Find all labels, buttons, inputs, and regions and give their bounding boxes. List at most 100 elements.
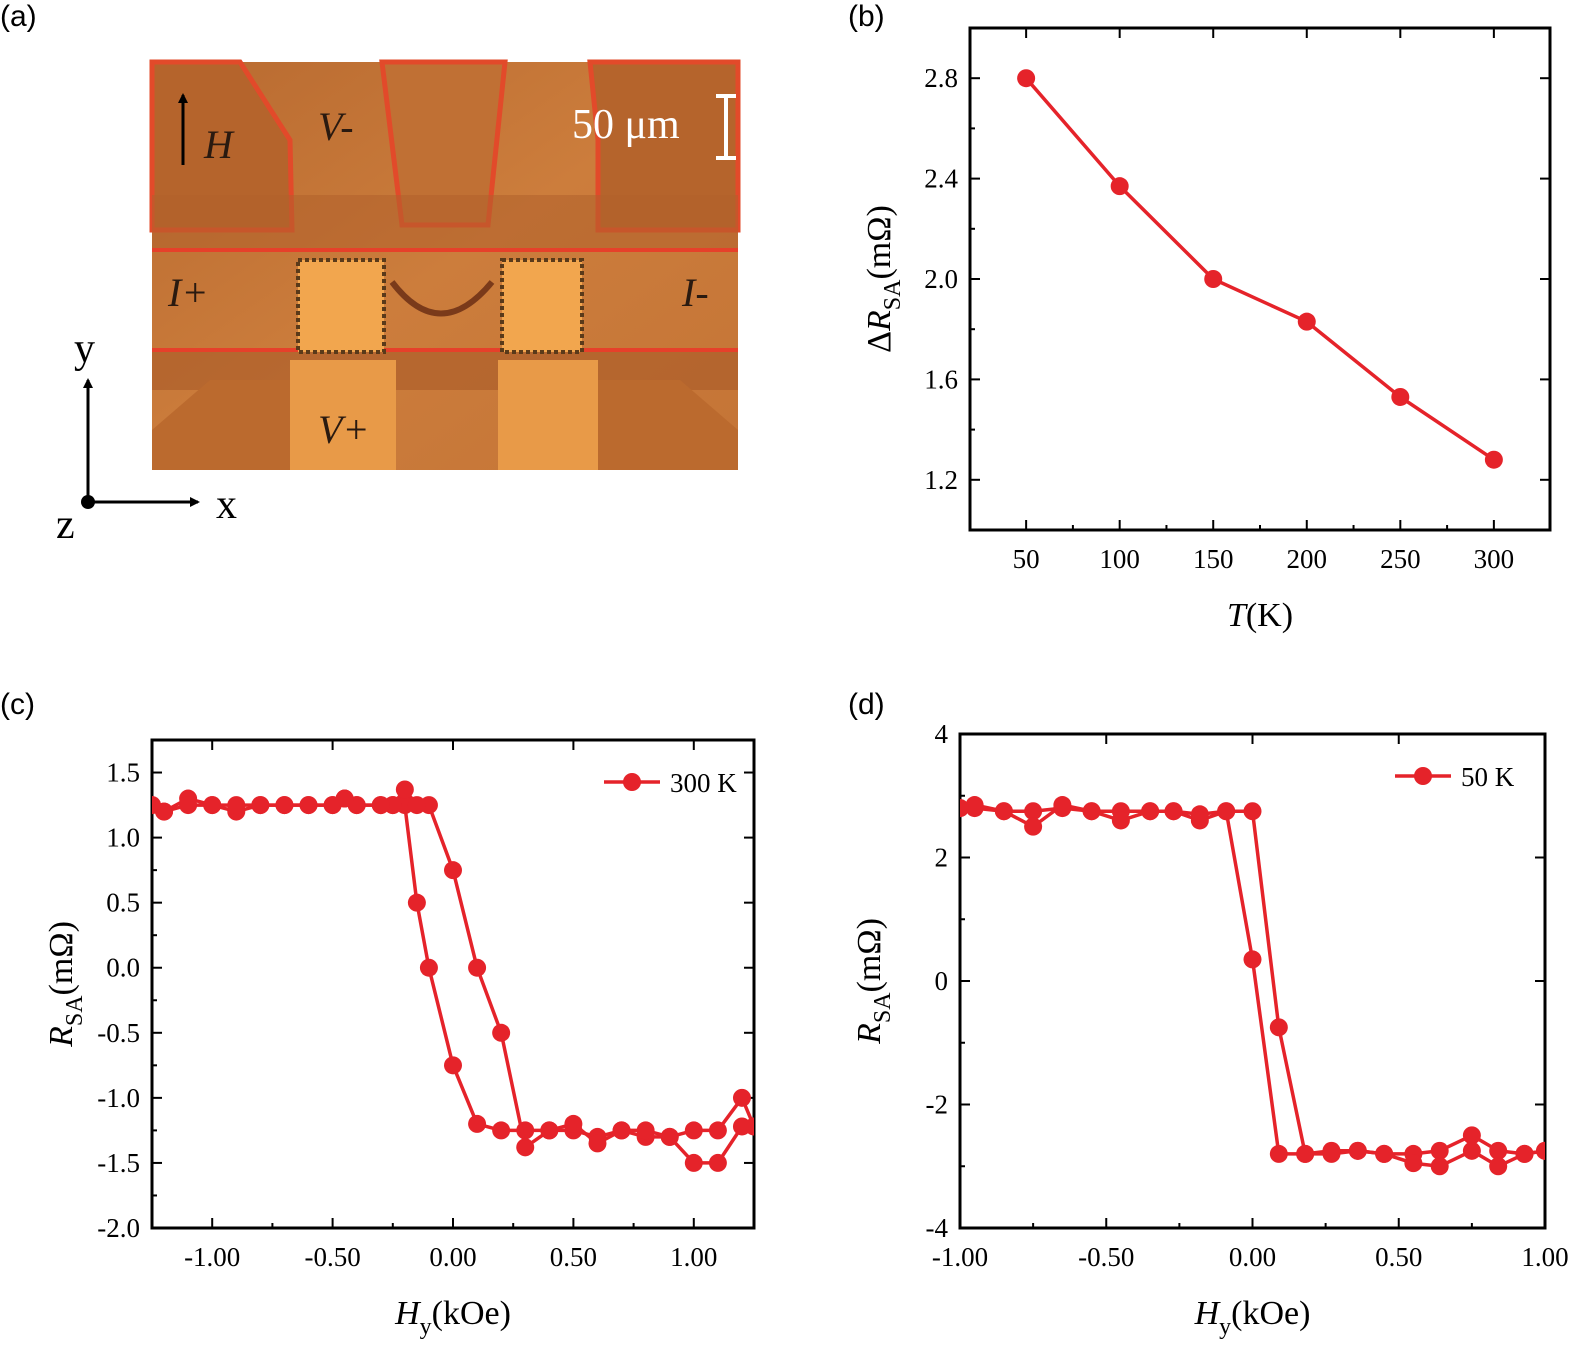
y-axis-label: RSA(mΩ) <box>43 921 88 1048</box>
i-minus-label: I- <box>681 270 709 315</box>
y-axis-label-unit: (mΩ) <box>43 921 80 995</box>
data-point <box>492 1023 511 1042</box>
data-point <box>1269 1144 1288 1163</box>
data-point <box>960 799 969 818</box>
x-axis-label-unit: (kOe) <box>432 1295 511 1332</box>
y-tick-label: 1.6 <box>924 364 958 394</box>
panel-d-label: (d) <box>848 688 885 721</box>
y-axis-label: ΔRSA(mΩ) <box>861 205 906 353</box>
data-point <box>152 796 161 815</box>
y-axis-label-symbol: R <box>43 1026 80 1048</box>
data-point <box>965 796 984 815</box>
data-point <box>540 1121 559 1140</box>
y-tick-label: -0.5 <box>97 1018 140 1048</box>
legend: 50 K <box>1395 762 1515 792</box>
data-point <box>1348 1141 1367 1160</box>
data-point <box>1536 1141 1545 1160</box>
data-point <box>468 1114 487 1133</box>
data-point <box>1489 1141 1508 1160</box>
y-tick-label: -2 <box>926 1090 949 1120</box>
data-point <box>660 1127 679 1146</box>
data-point <box>395 780 414 799</box>
plot-area <box>1017 69 1503 469</box>
y-tick-label: -1.5 <box>97 1148 140 1178</box>
x-tick-label: 150 <box>1193 544 1234 574</box>
x-axis-label: Hy(kOe) <box>1194 1295 1311 1340</box>
data-point <box>492 1121 511 1140</box>
data-point <box>1243 950 1262 969</box>
y-axis-label-subscript: SA <box>62 995 88 1026</box>
y-axis-label-delta: Δ <box>861 331 898 353</box>
panel-c-label: (c) <box>0 688 35 721</box>
data-point <box>1017 69 1036 88</box>
data-point <box>1489 1157 1508 1176</box>
data-point <box>1141 802 1160 821</box>
x-axis-label-subscript: y <box>1219 1314 1231 1340</box>
data-point <box>684 1121 703 1140</box>
coordinate-axes: y x z <box>56 326 237 548</box>
channel-strip-upper <box>152 195 738 250</box>
y-axis-label-subscript: SA <box>880 279 906 310</box>
x-tick-label: 0.50 <box>550 1242 597 1272</box>
data-point <box>1462 1126 1481 1145</box>
right-pad <box>500 258 584 354</box>
y-tick-label: 1.0 <box>106 823 140 853</box>
x-tick-label: 250 <box>1380 544 1421 574</box>
x-tick-label: -1.00 <box>932 1242 988 1272</box>
data-point <box>708 1121 727 1140</box>
z-axis-label: z <box>56 502 75 548</box>
z-axis-dot <box>81 495 95 509</box>
y-axis-label-unit: (mΩ) <box>861 205 898 279</box>
data-point <box>636 1121 655 1140</box>
x-axis-label: Hy(kOe) <box>394 1295 511 1340</box>
y-tick-label: -4 <box>926 1213 949 1243</box>
data-point <box>371 796 390 815</box>
data-point <box>1024 817 1043 836</box>
v-plus-label: V+ <box>318 407 369 452</box>
data-point <box>1462 1141 1481 1160</box>
x-axis-label-symbol: T <box>1227 597 1248 634</box>
bottom-electrode-right <box>598 380 738 470</box>
y-axis-label: y <box>74 326 95 372</box>
data-point <box>1111 811 1130 830</box>
scale-bar-label: 50 μm <box>572 102 680 148</box>
data-point <box>1190 811 1209 830</box>
data-point <box>1391 387 1410 406</box>
data-point <box>468 958 487 977</box>
data-point <box>1430 1157 1449 1176</box>
data-point <box>407 796 426 815</box>
x-axis-label-symbol: H <box>1194 1295 1222 1332</box>
series-line-1 <box>152 796 754 1139</box>
x-axis-label-unit: (kOe) <box>1231 1295 1310 1332</box>
plot-frame <box>968 26 1552 532</box>
y-axis-label-subscript: SA <box>870 992 896 1023</box>
x-tick-label: 0.50 <box>1375 1242 1422 1272</box>
x-axis-label-unit: (K) <box>1246 597 1293 634</box>
y-tick-label: -1.0 <box>97 1083 140 1113</box>
y-tick-label: 1.5 <box>106 758 140 788</box>
data-point <box>1297 312 1316 331</box>
plot-area <box>960 796 1545 1176</box>
x-tick-label: 100 <box>1099 544 1140 574</box>
data-point <box>1164 802 1183 821</box>
legend-marker <box>623 773 641 791</box>
x-tick-label: 200 <box>1287 544 1328 574</box>
legend: 300 K <box>604 768 737 798</box>
data-point <box>708 1153 727 1172</box>
data-point <box>1484 450 1503 469</box>
data-point <box>1296 1144 1315 1163</box>
data-point <box>419 958 438 977</box>
series-line-1 <box>960 806 1545 1156</box>
x-axis-label: x <box>216 482 237 528</box>
legend-label: 300 K <box>670 768 737 798</box>
chart-panel-b: (b) 50 100 150 200 250 300 1.2 1.6 2.0 2.4 2.8 T(K) Δ… <box>848 0 1552 634</box>
legend-label: 50 K <box>1461 762 1515 792</box>
data-point <box>444 1056 462 1075</box>
panel-a: (a) H V- V+ I+ I <box>0 0 741 548</box>
data-point <box>516 1138 535 1157</box>
y-tick-label: 1.2 <box>924 465 958 495</box>
data-point <box>1243 802 1262 821</box>
data-point <box>1515 1144 1534 1163</box>
data-point <box>1269 1018 1288 1037</box>
